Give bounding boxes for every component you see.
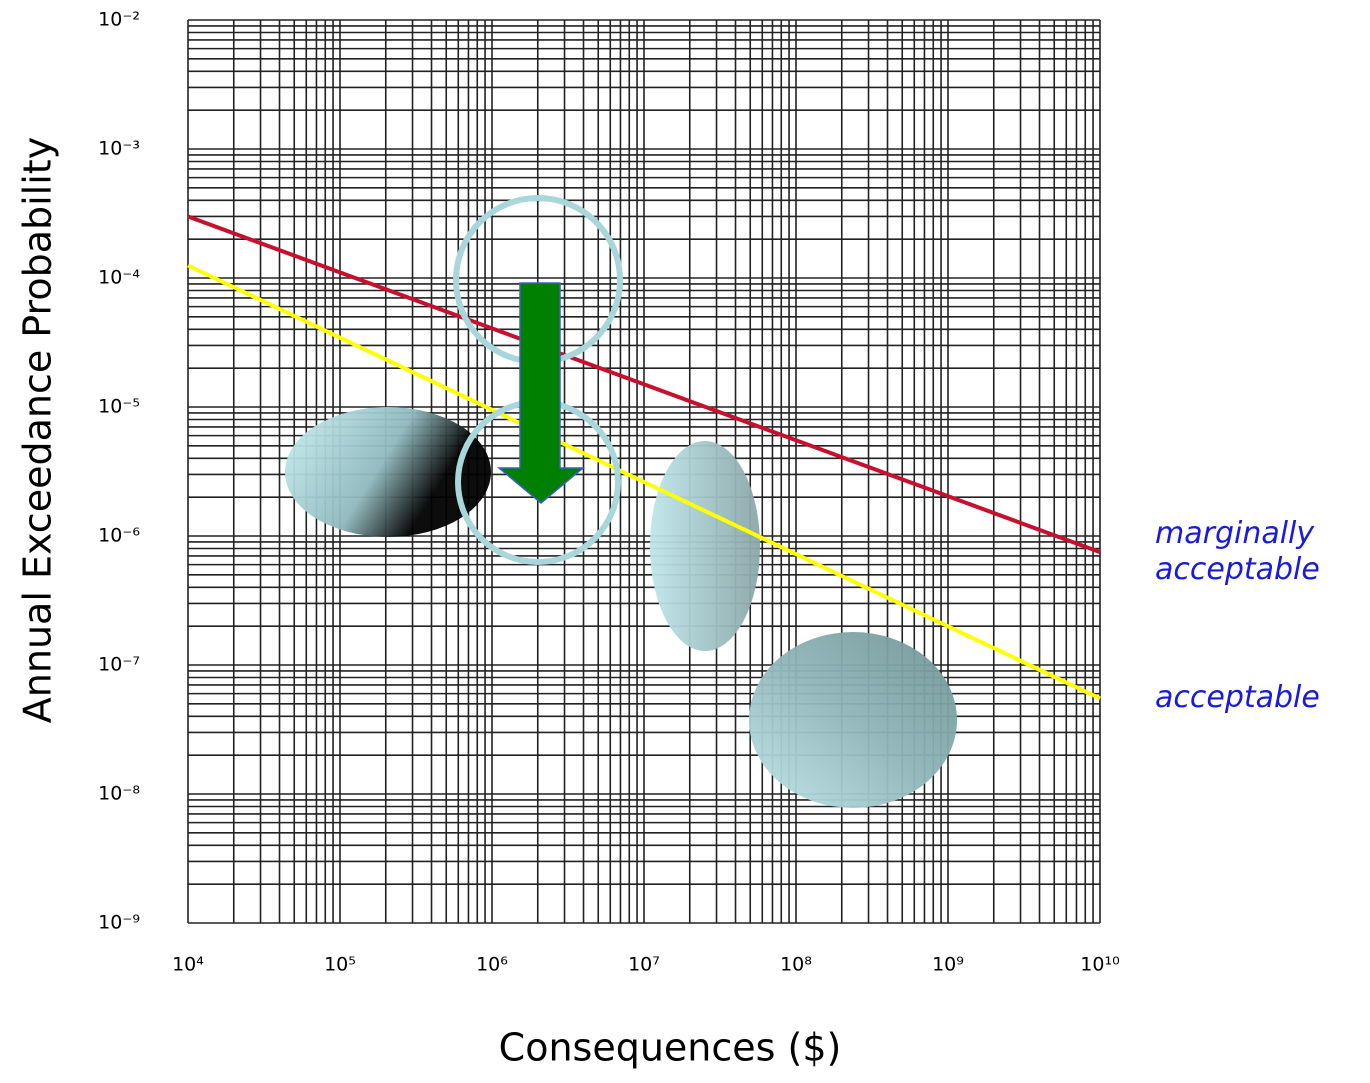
y-tick-label: 10⁻⁶ [98,525,140,547]
x-tick-label: 10⁶ [476,954,508,976]
chart: Consequences ($) Annual Exceedance Proba… [0,0,1370,1083]
y-tick-label: 10⁻³ [98,138,140,160]
y-tick-label: 10⁻⁹ [98,912,140,934]
y-tick-label: 10⁻⁸ [98,783,140,805]
arrow [499,283,583,503]
y-tick-label: 10⁻⁴ [98,267,140,289]
y-tick-label: 10⁻⁷ [98,654,140,676]
x-tick-label: 10⁹ [932,954,964,976]
x-tick-label: 10⁴ [172,954,204,976]
x-tick-label: 10⁵ [324,954,356,976]
line-label: acceptable [1155,680,1320,715]
x-tick-label: 10¹⁰ [1080,954,1119,976]
estimate-region [749,632,957,808]
y-axis-title: Annual Exceedance Probability [16,137,60,723]
x-axis-title: Consequences ($) [499,1026,842,1070]
y-tick-label: 10⁻⁵ [98,396,140,418]
estimate-region [650,441,760,651]
x-tick-label: 10⁷ [628,954,660,976]
y-tick-label: 10⁻² [98,9,140,31]
x-tick-label: 10⁸ [780,954,812,976]
